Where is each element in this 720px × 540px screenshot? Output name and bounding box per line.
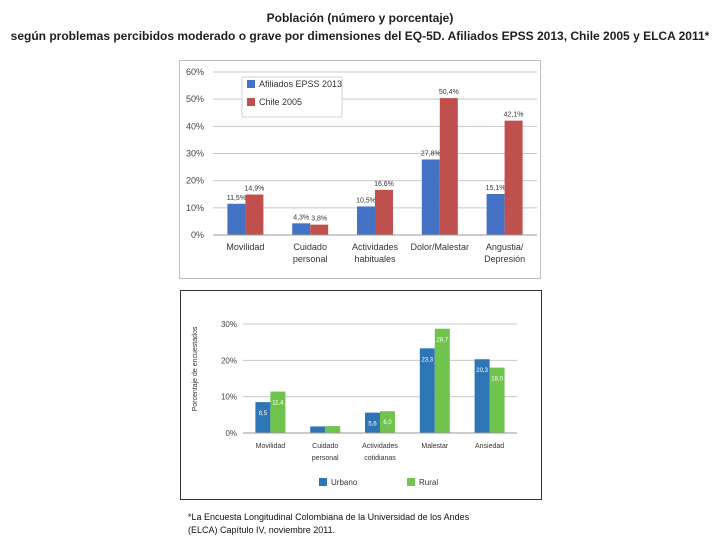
data-label: 27,8% [421,150,441,157]
data-label: 42,1% [504,112,524,119]
data-label: 1,9 [329,435,338,441]
data-label: 16,6% [374,181,394,188]
bar [419,348,435,433]
legend-label: Rural [419,478,438,487]
data-label: 50,4% [439,89,459,96]
y-tick-label: 0% [225,429,237,438]
legend-swatch [247,98,255,106]
data-label: 20,3 [476,368,488,374]
x-category-label: Movilidad [226,242,264,252]
legend-label: Urbano [331,478,358,487]
y-axis-title: Porcentaje de encuestados [192,326,199,411]
x-category-label: habituales [354,254,396,264]
y-tick-label: 40% [186,121,204,131]
footnote-line-2: (ELCA) Capítulo IV, noviembre 2011. [188,525,336,535]
data-label: 10,5% [356,197,376,204]
page-title: Población (número y porcentaje) [266,11,454,25]
bar-chart-elca: 0% 10% 20% 30% 8,5 11,4 Movilidad 1,8 1,9 Cuidado… [192,320,517,487]
bar [357,206,375,235]
x-category-label: Actividades [362,443,398,450]
x-category-label: Angustia/ [486,242,524,252]
bar [227,203,246,235]
y-tick-label: 20% [186,176,204,186]
legend-swatch [407,478,415,486]
data-label: 3,8% [311,216,327,223]
bar [380,411,395,433]
x-category-label: Depresión [484,254,525,264]
bar [255,402,271,433]
y-tick-label: 60% [186,67,204,77]
x-category-label: Dolor/Malestar [411,242,470,252]
bar [292,223,311,235]
footnote-line-1: *La Encuesta Longitudinal Colombiana de … [188,512,470,522]
bar [310,224,329,235]
footnote: *La Encuesta Longitudinal Colombiana de … [188,511,531,537]
bar [489,367,505,433]
bar [245,194,264,235]
x-category-label: Malestar [421,443,449,450]
bar [504,120,523,235]
data-label: 8,5 [259,411,268,417]
x-category-label: personal [312,455,339,462]
bar [375,189,393,235]
data-label: 23,3 [421,357,433,363]
x-category-label: Cuidado [293,242,327,252]
legend-box [241,76,343,118]
data-label: 15,1% [486,185,506,192]
y-tick-label: 0% [191,230,204,240]
data-label: 1,8 [314,435,323,441]
y-tick-label: 50% [186,94,204,104]
y-tick-label: 20% [221,356,237,365]
legend-label: Chile 2005 [259,97,302,107]
bar [434,328,450,433]
bar [421,159,440,235]
legend-swatch [319,478,327,486]
chart-panel-elca: 0% 10% 20% 30% 8,5 11,4 Movilidad 1,8 1,9 Cuidado… [180,290,542,500]
bar [325,426,341,433]
data-label: 11,5% [227,195,246,202]
legend-swatch [247,80,255,88]
data-label: 11,4 [272,401,284,407]
page-subtitle: según problemas percibidos moderado o gr… [10,29,710,43]
y-tick-label: 10% [221,393,237,402]
bar [486,193,505,235]
chart-panel-epss-chile: 0% 10% 20% 30% 40% 50% 60% 11,5% 14,9% Movilidad 4… [179,60,541,279]
y-tick-label: 10% [186,203,204,213]
bar [310,426,326,433]
data-label: 4,3% [293,214,309,221]
x-category-label: Ansiedad [475,443,504,450]
bar [365,412,380,433]
x-category-label: cotidianas [364,455,396,462]
bar [474,359,490,433]
data-label: 5,6 [368,422,377,428]
y-tick-label: 30% [186,149,204,159]
data-label: 14,9% [244,186,264,193]
data-label: 18,0 [491,377,503,383]
bar [439,98,458,235]
data-label: 6,0 [383,420,392,426]
x-category-label: Cuidado [312,443,338,450]
x-category-label: Actividades [352,242,399,252]
data-label: 28,7 [436,338,448,344]
y-tick-label: 30% [221,320,237,329]
bar [270,391,286,433]
bar-chart-epss-chile: 0% 10% 20% 30% 40% 50% 60% 11,5% 14,9% Movilidad 4… [186,67,537,264]
x-category-label: Movilidad [256,443,286,450]
legend-label: Afiliados EPSS 2013 [259,79,342,89]
x-category-label: personal [293,254,328,264]
